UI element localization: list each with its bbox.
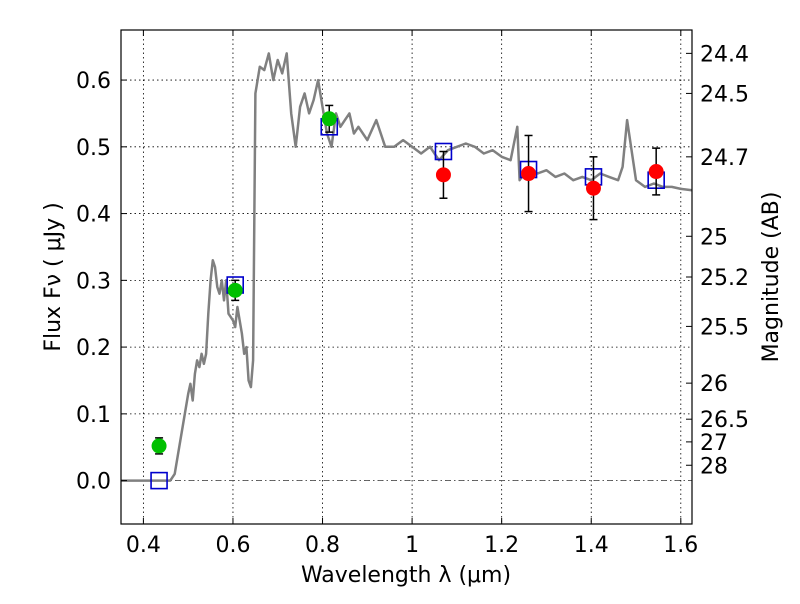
tick-layer	[121, 30, 692, 524]
sed-model-line	[121, 52, 693, 482]
y2-tick-label: 26	[700, 372, 728, 397]
optical-data-point	[227, 282, 243, 298]
y2-tick-label: 25.2	[700, 266, 749, 291]
y2-tick-label: 24.4	[700, 42, 749, 67]
y2-axis-label: Magnitude (AB)	[759, 192, 784, 363]
y2-tick-label: 26.5	[700, 408, 749, 433]
nir-data-point	[585, 180, 601, 196]
x-tick-label: 1.4	[574, 533, 609, 558]
y-tick-label: 0.5	[76, 136, 111, 161]
x-tick-label: 1.6	[663, 533, 698, 558]
nir-data-point	[648, 164, 664, 180]
y-axis-label: Flux Fν ( μJy )	[41, 202, 66, 351]
x-tick-label: 1.2	[484, 533, 519, 558]
y-tick-label: 0.2	[76, 336, 111, 361]
y2-tick-label: 28	[700, 454, 728, 479]
nir-data-point	[435, 167, 451, 183]
y-tick-label: 0.6	[76, 69, 111, 94]
optical-data-point	[151, 438, 167, 454]
x-tick-label: 0.4	[126, 533, 161, 558]
optical-data-point	[321, 111, 337, 127]
nir-data-point	[521, 166, 537, 182]
series-layer	[121, 52, 693, 490]
x-axis-label: Wavelength λ (μm)	[301, 563, 511, 588]
y-tick-label: 0.3	[76, 269, 111, 294]
y2-tick-label: 27	[700, 431, 728, 456]
x-tick-label: 1	[405, 533, 419, 558]
y-tick-label: 0.1	[76, 403, 111, 428]
y-tick-label: 0.4	[76, 203, 111, 228]
tick-label-layer: 0.4 0.6 0.8 1 1.2 1.4 1.6 0.0 0.1 0.2 0.3 0.4 0.5 0.6…	[76, 42, 749, 558]
x-tick-label: 0.6	[215, 533, 250, 558]
y2-tick-label: 25	[700, 225, 728, 250]
x-tick-label: 0.8	[305, 533, 340, 558]
y2-tick-label: 25.5	[700, 315, 749, 340]
y2-tick-label: 24.5	[700, 82, 749, 107]
y-tick-label: 0.0	[76, 470, 111, 495]
y2-tick-label: 24.7	[700, 146, 749, 171]
model-photometry-square	[150, 471, 168, 490]
